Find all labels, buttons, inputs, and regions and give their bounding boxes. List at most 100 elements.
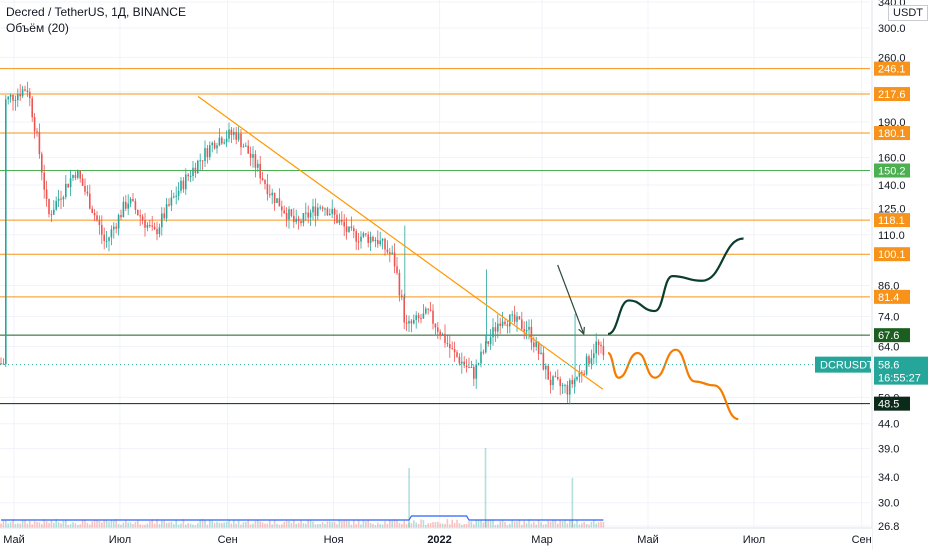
- volume-bar: [233, 519, 235, 528]
- candle-body: [129, 198, 132, 204]
- candle-body: [273, 192, 276, 203]
- candle-body: [593, 353, 595, 359]
- volume-bar: [408, 522, 410, 528]
- candle-body: [266, 183, 269, 195]
- volume-bar: [415, 522, 417, 528]
- volume-bar: [367, 519, 369, 528]
- candle-body: [475, 364, 477, 379]
- volume-bar: [197, 523, 199, 528]
- volume-bar: [446, 519, 449, 528]
- candle-body: [398, 272, 401, 296]
- candle-body: [494, 327, 497, 332]
- candle-body: [189, 176, 192, 178]
- volume-bar: [482, 522, 485, 528]
- volume-indicator-label[interactable]: Объём (20): [6, 21, 69, 35]
- candle-body: [237, 133, 240, 140]
- candle-body: [369, 236, 372, 243]
- candle-body: [86, 191, 89, 194]
- volume-bar: [499, 521, 501, 528]
- volume-bar: [329, 521, 331, 528]
- candle-body: [247, 145, 249, 154]
- volume-bar: [497, 524, 499, 528]
- volume-bar: [48, 522, 50, 528]
- candle-body: [559, 379, 561, 386]
- volume-bar: [552, 519, 554, 528]
- volume-bar: [506, 524, 509, 528]
- volume-bar: [290, 523, 293, 528]
- volume-bar: [288, 521, 290, 528]
- volume-bar: [348, 521, 350, 528]
- candle-body: [372, 236, 374, 242]
- candle-body: [461, 361, 463, 364]
- volume-bar: [434, 522, 437, 528]
- candle-body: [468, 367, 470, 369]
- projection-down-path: [607, 348, 739, 421]
- volume-bar: [211, 520, 213, 528]
- currency-label[interactable]: USDT: [888, 5, 928, 21]
- volume-bar: [451, 519, 453, 528]
- candle-body: [506, 324, 509, 327]
- volume-bar: [17, 523, 19, 528]
- level-tag-label: 118.1: [878, 215, 905, 227]
- trend-line: [197, 96, 604, 390]
- candle-body: [413, 319, 415, 324]
- candle-body: [542, 352, 545, 370]
- candle-body: [516, 316, 518, 322]
- candle-body: [9, 95, 12, 97]
- candle-body: [134, 200, 137, 210]
- volume-bar: [204, 519, 206, 528]
- volume-bar: [314, 524, 317, 528]
- candle-body: [545, 365, 547, 370]
- candle-body: [117, 215, 120, 229]
- volume-bar: [55, 519, 57, 528]
- volume-bar: [53, 522, 55, 528]
- volume-bar: [163, 520, 165, 528]
- candle-body: [585, 356, 588, 375]
- volume-bar: [168, 522, 170, 528]
- volume-bar: [470, 521, 473, 528]
- candle-body: [405, 322, 408, 324]
- volume-bar: [110, 520, 113, 528]
- volume-bar: [261, 522, 264, 528]
- volume-bar: [525, 523, 528, 528]
- volume-bar: [427, 523, 429, 528]
- volume-bar: [485, 520, 487, 528]
- annotation-arrow: [557, 264, 585, 335]
- volume-bar: [477, 519, 480, 528]
- level-tag: [874, 396, 910, 411]
- candle-body: [429, 309, 432, 311]
- candle-body: [377, 239, 379, 245]
- volume-bar: [509, 523, 511, 528]
- candle-body: [115, 226, 117, 229]
- candle-body: [417, 315, 420, 319]
- candle-body: [393, 252, 396, 267]
- x-axis-tick-label: Май: [637, 534, 659, 546]
- candle-body: [381, 238, 384, 241]
- volume-bar: [221, 523, 223, 528]
- candle-body: [153, 226, 156, 230]
- volume-bar: [372, 523, 374, 528]
- volume-bar: [458, 523, 461, 528]
- volume-bar: [240, 524, 242, 528]
- candle-body: [141, 216, 144, 221]
- volume-bar: [96, 519, 98, 528]
- candle-body: [473, 366, 475, 379]
- last-price-label: 58.6: [878, 360, 899, 372]
- y-axis-tick-label: 260.0: [878, 52, 906, 64]
- candle-body: [65, 183, 67, 198]
- volume-bar: [137, 520, 139, 528]
- candles: [0, 81, 605, 405]
- volume-bar: [542, 524, 545, 528]
- countdown-label: 16:55:27: [878, 373, 921, 385]
- candle-body: [326, 208, 329, 216]
- volume-bar: [573, 523, 576, 528]
- candle-body: [317, 207, 319, 216]
- candle-body: [218, 137, 221, 146]
- candle-body: [77, 170, 79, 178]
- candle-body: [595, 341, 597, 354]
- candle-body: [278, 198, 281, 207]
- volume-bar: [597, 522, 600, 528]
- candle-body: [206, 148, 209, 158]
